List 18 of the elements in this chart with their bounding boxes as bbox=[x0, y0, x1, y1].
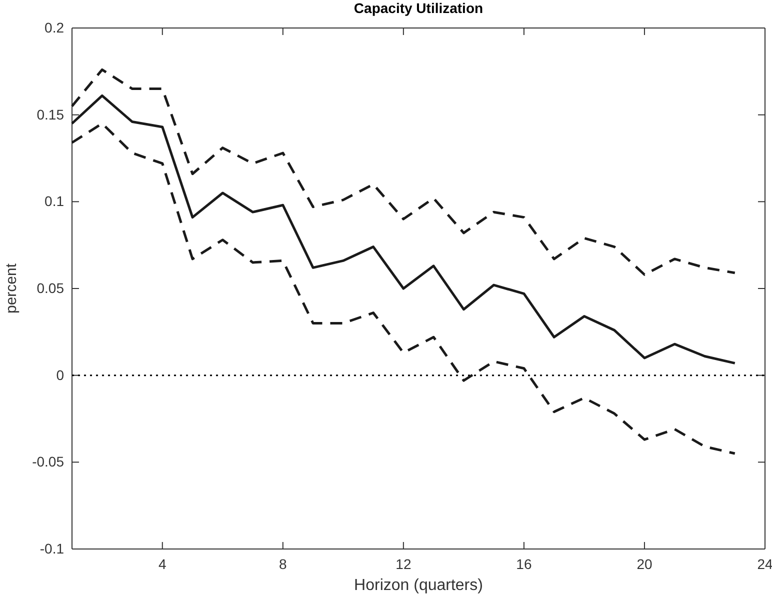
x-axis-title: Horizon (quarters) bbox=[354, 577, 483, 594]
x-tick-label: 8 bbox=[279, 556, 288, 572]
y-tick-label: 0.15 bbox=[36, 106, 64, 122]
x-tick-label: 4 bbox=[158, 556, 166, 572]
y-tick-label: 0 bbox=[56, 366, 64, 383]
line-series bbox=[70, 122, 736, 455]
y-tick-label: -0.1 bbox=[40, 540, 64, 556]
x-tick-label: 12 bbox=[396, 556, 412, 572]
y-tick-label: -0.05 bbox=[32, 454, 64, 470]
y-axis-title: percent bbox=[3, 262, 20, 314]
y-tick-label: 0.2 bbox=[44, 19, 64, 36]
x-tick-label: 16 bbox=[516, 556, 532, 572]
x-tick-label: 20 bbox=[636, 556, 652, 572]
y-tick-label: 0.1 bbox=[44, 193, 64, 210]
chart-title: Capacity Utilization bbox=[354, 0, 484, 16]
line-series bbox=[70, 68, 736, 276]
line-series bbox=[70, 94, 736, 364]
y-tick-label: 0.05 bbox=[36, 280, 64, 296]
